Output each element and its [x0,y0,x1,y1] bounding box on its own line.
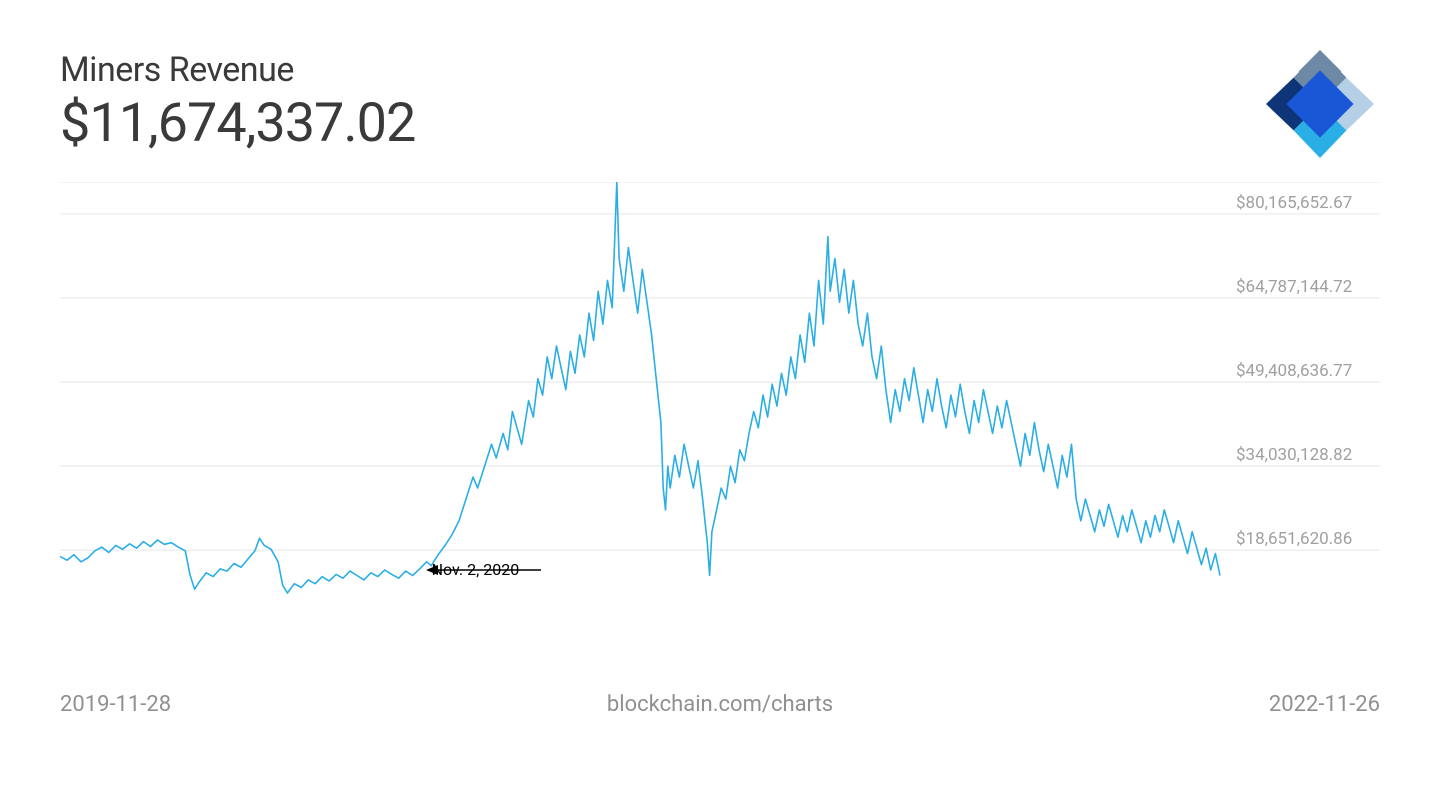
svg-text:$49,408,636.77: $49,408,636.77 [1236,361,1352,381]
svg-text:$64,787,144.72: $64,787,144.72 [1236,277,1352,297]
chart-annotation: Nov. 2, 2020 [426,560,520,579]
chart-value: $11,674,337.02 [60,92,415,155]
x-axis-start-label: 2019-11-28 [60,692,171,717]
blockchain-logo-icon [1260,44,1380,164]
svg-text:$18,651,620.86: $18,651,620.86 [1236,529,1352,549]
line-chart: $18,651,620.86 $34,030,128.82 $49,408,636.… [60,182,1380,652]
source-label: blockchain.com/charts [607,692,833,717]
svg-text:$80,165,652.67: $80,165,652.67 [1236,193,1352,213]
x-axis-end-label: 2022-11-26 [1269,692,1380,717]
chart-title: Miners Revenue [60,50,415,90]
svg-text:$34,030,128.82: $34,030,128.82 [1236,445,1352,465]
